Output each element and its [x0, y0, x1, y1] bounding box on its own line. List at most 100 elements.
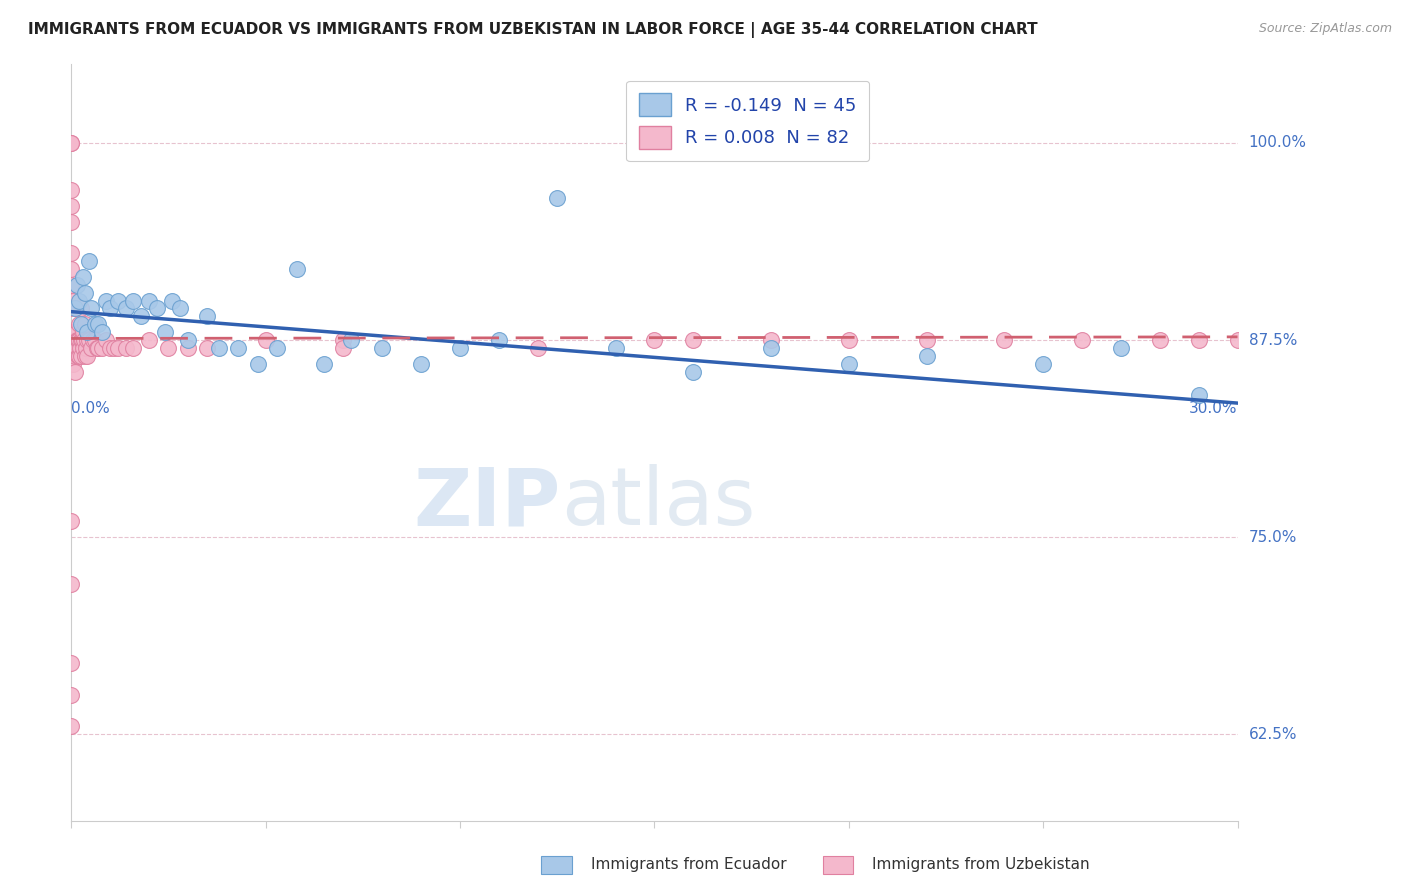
Point — [157, 341, 180, 355]
Text: Source: ZipAtlas.com: Source: ZipAtlas.com — [1258, 22, 1392, 36]
Point — [67, 293, 90, 308]
Point — [1226, 333, 1249, 347]
Point — [66, 333, 89, 347]
Point — [169, 301, 191, 316]
Point — [266, 341, 288, 355]
Point — [129, 310, 152, 324]
Text: 0.0%: 0.0% — [72, 401, 110, 416]
Point — [60, 515, 83, 529]
Text: Immigrants from Uzbekistan: Immigrants from Uzbekistan — [872, 857, 1090, 872]
Point — [682, 365, 704, 379]
Point — [838, 357, 860, 371]
Point — [488, 333, 510, 347]
Point — [63, 341, 86, 355]
Point — [332, 333, 354, 347]
Point — [60, 301, 83, 316]
Text: 30.0%: 30.0% — [1189, 401, 1237, 416]
Point — [77, 333, 100, 347]
Text: IMMIGRANTS FROM ECUADOR VS IMMIGRANTS FROM UZBEKISTAN IN LABOR FORCE | AGE 35-44: IMMIGRANTS FROM ECUADOR VS IMMIGRANTS FR… — [28, 22, 1038, 38]
Point — [67, 333, 90, 347]
Text: 75.0%: 75.0% — [1249, 530, 1296, 545]
Point — [70, 333, 93, 347]
Point — [96, 293, 118, 308]
Point — [70, 349, 93, 363]
Point — [312, 357, 335, 371]
Point — [98, 341, 121, 355]
Point — [91, 325, 114, 339]
Point — [79, 301, 101, 316]
Point — [838, 333, 860, 347]
Point — [107, 293, 129, 308]
Point — [66, 277, 89, 292]
Point — [60, 246, 83, 260]
Point — [285, 262, 308, 277]
Point — [1149, 333, 1171, 347]
Point — [371, 341, 394, 355]
Text: ZIP: ZIP — [413, 464, 561, 542]
Point — [1032, 357, 1054, 371]
Point — [114, 301, 136, 316]
Text: 62.5%: 62.5% — [1249, 727, 1298, 742]
Point — [87, 318, 110, 332]
Point — [67, 349, 90, 363]
Point — [340, 333, 363, 347]
Point — [915, 349, 938, 363]
Point — [411, 357, 433, 371]
Point — [62, 293, 84, 308]
Point — [72, 341, 94, 355]
Point — [60, 719, 83, 733]
Point — [60, 277, 83, 292]
Text: Immigrants from Ecuador: Immigrants from Ecuador — [591, 857, 786, 872]
Point — [77, 254, 100, 268]
Point — [72, 325, 94, 339]
Point — [76, 325, 98, 339]
Point — [546, 191, 568, 205]
Point — [62, 357, 84, 371]
Point — [76, 333, 98, 347]
Point — [643, 333, 665, 347]
Point — [526, 341, 548, 355]
Point — [83, 333, 105, 347]
Point — [162, 293, 184, 308]
Point — [915, 333, 938, 347]
Point — [332, 341, 354, 355]
Point — [98, 301, 121, 316]
Point — [246, 357, 269, 371]
Point — [60, 183, 83, 197]
Point — [72, 269, 94, 284]
Point — [65, 333, 87, 347]
Point — [60, 136, 83, 150]
Point — [70, 333, 93, 347]
Point — [122, 293, 145, 308]
Point — [177, 333, 200, 347]
Point — [69, 341, 91, 355]
Point — [82, 333, 104, 347]
Point — [70, 301, 93, 316]
Point — [254, 333, 277, 347]
Point — [60, 262, 83, 277]
Point — [65, 325, 87, 339]
Point — [145, 301, 167, 316]
Point — [103, 341, 125, 355]
Point — [63, 349, 86, 363]
Point — [73, 349, 96, 363]
Point — [60, 333, 83, 347]
Point — [1188, 388, 1211, 402]
Point — [60, 577, 83, 591]
Point — [122, 341, 145, 355]
Point — [75, 341, 97, 355]
Point — [60, 333, 83, 347]
Point — [107, 341, 129, 355]
Point — [67, 318, 90, 332]
Point — [96, 333, 118, 347]
Point — [86, 341, 108, 355]
Point — [62, 325, 84, 339]
Point — [67, 333, 90, 347]
Text: atlas: atlas — [561, 464, 755, 542]
Point — [63, 365, 86, 379]
Point — [76, 349, 98, 363]
Point — [66, 341, 89, 355]
Point — [79, 341, 101, 355]
Point — [63, 301, 86, 316]
Point — [73, 285, 96, 300]
